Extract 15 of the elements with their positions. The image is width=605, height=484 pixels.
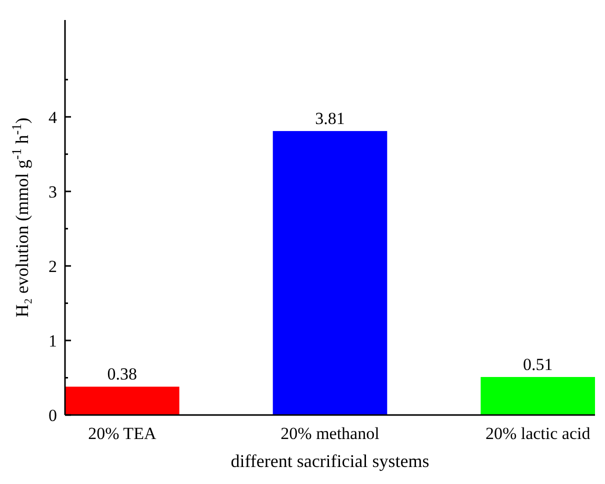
x-axis-title: different sacrificial systems — [230, 451, 430, 471]
y-tick-label: 0 — [48, 406, 57, 425]
bar — [65, 386, 180, 415]
x-tick-label: 20% TEA — [88, 424, 157, 443]
bar — [272, 131, 388, 415]
y-tick-label: 1 — [48, 331, 57, 350]
bar — [480, 376, 595, 415]
y-tick-label: 2 — [48, 256, 57, 276]
y-tick-label: 4 — [48, 108, 58, 127]
data-label: 0.51 — [522, 354, 553, 374]
x-tick-label: 20% methanol — [280, 424, 380, 443]
x-tick-label: 20% lactic acid — [485, 424, 591, 443]
y-tick-label: 3 — [48, 182, 57, 202]
data-label: 3.81 — [315, 109, 345, 128]
data-label: 0.38 — [107, 364, 138, 384]
